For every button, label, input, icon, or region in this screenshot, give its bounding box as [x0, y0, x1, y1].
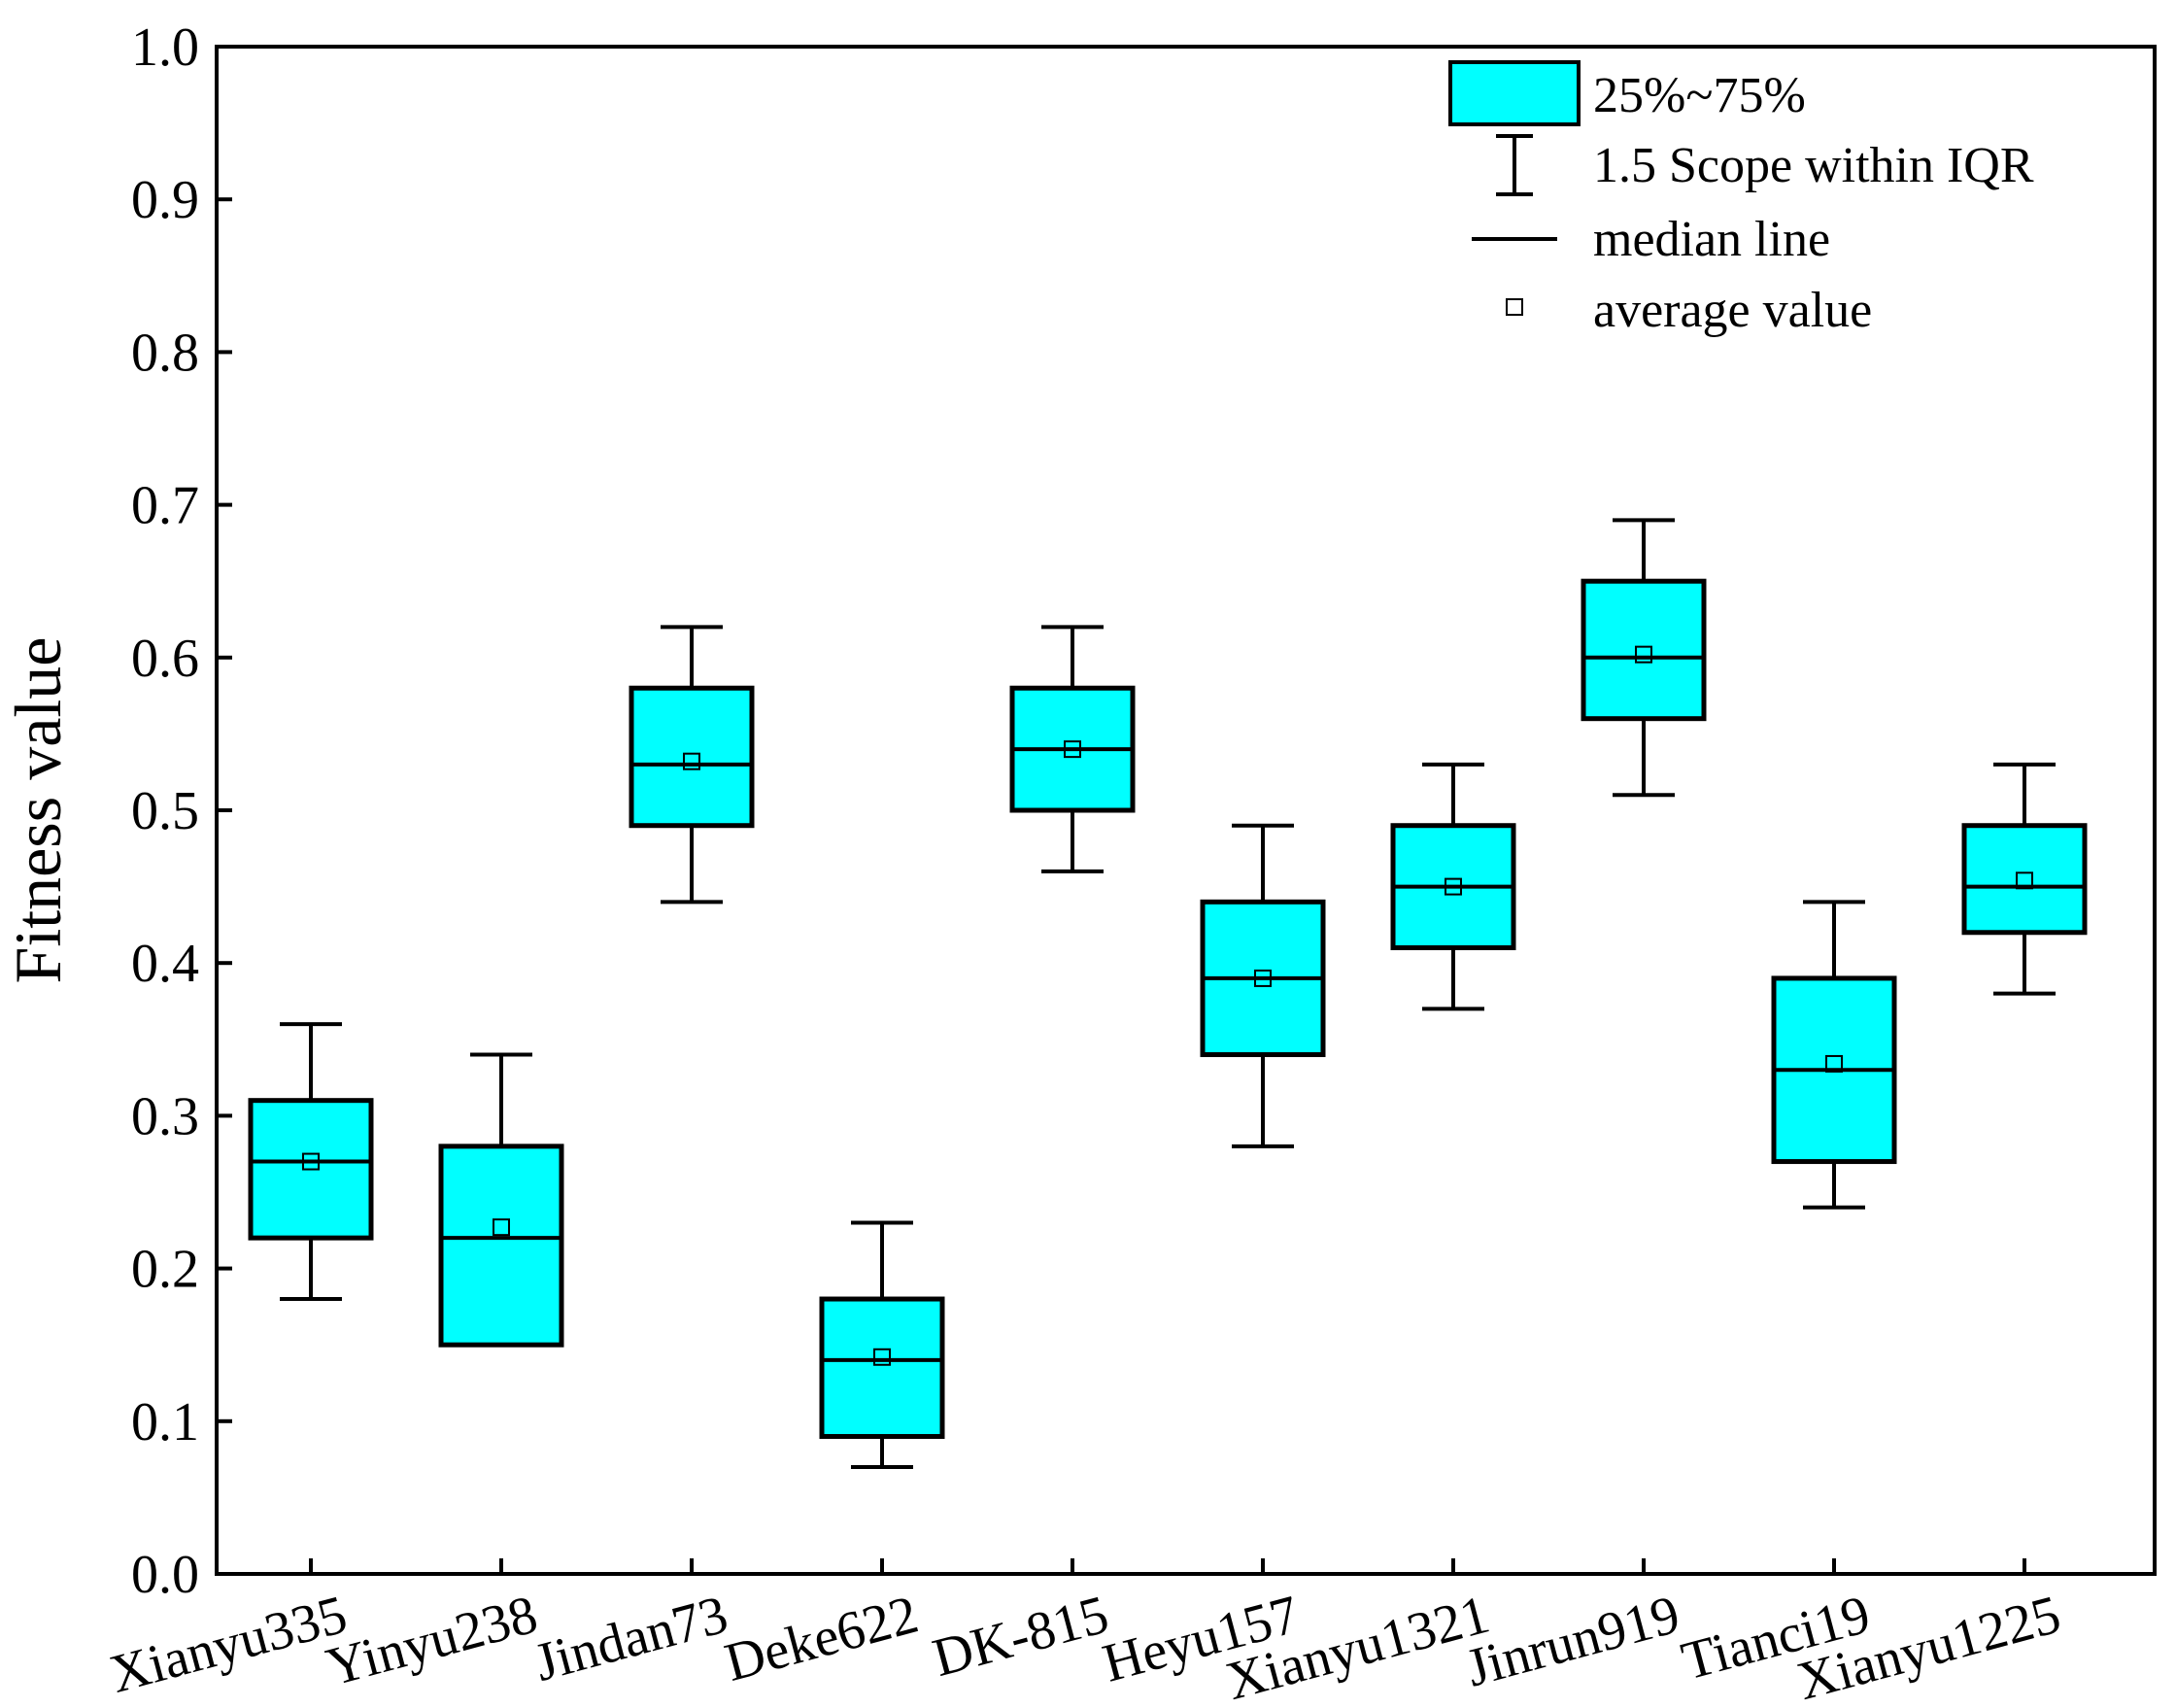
y-tick-label: 0.2	[131, 1240, 199, 1300]
x-tick-label: Jinrun919	[1460, 1585, 1685, 1699]
box-series	[248, 518, 2088, 1469]
box-jindan73	[629, 625, 755, 905]
box-tianci19	[1771, 900, 1897, 1210]
y-tick-label: 0.8	[131, 323, 199, 383]
mean-marker	[1825, 1054, 1843, 1073]
y-tick-label: 0.0	[131, 1545, 199, 1605]
y-axis-title: Fitness value	[1, 637, 75, 984]
mean-marker	[1254, 969, 1272, 987]
legend-label-box: 25%~75%	[1593, 68, 1806, 123]
legend-label-median: median line	[1593, 212, 1830, 267]
box-heyu157	[1200, 823, 1326, 1148]
x-tick-label: Yinyu238	[321, 1585, 543, 1698]
mean-marker	[873, 1348, 891, 1366]
box-xianyu1321	[1390, 762, 1516, 1011]
y-tick-label: 0.7	[131, 476, 199, 536]
mean-marker	[302, 1152, 320, 1171]
y-tick-label: 0.1	[131, 1392, 199, 1452]
box-deke622	[819, 1220, 945, 1469]
mean-marker	[1064, 740, 1081, 759]
legend: 25%~75% 1.5 Scope within IQR median line…	[1448, 60, 2034, 338]
plot-area-frame	[215, 45, 2157, 1576]
y-tick-label: 0.9	[131, 170, 199, 230]
legend-label-whisker: 1.5 Scope within IQR	[1593, 138, 2034, 193]
y-axis-ticks: 0.0 0.1 0.2 0.3 0.4 0.5 0.6 0.7 0.8 0.9 1.0	[131, 17, 232, 1605]
box-yinyu238	[438, 1052, 564, 1348]
mean-marker	[683, 752, 700, 770]
y-tick-label: 0.4	[131, 934, 199, 994]
y-tick-label: 0.5	[131, 781, 199, 841]
iqr-box	[1961, 823, 2088, 936]
box-jinrun919	[1581, 518, 1707, 798]
x-tick-label: Jindan73	[528, 1585, 733, 1693]
box-xianyu335	[248, 1022, 374, 1302]
x-tick-label: Deke622	[719, 1585, 924, 1693]
legend-label-mean: average value	[1593, 283, 1872, 338]
y-tick-label: 0.6	[131, 629, 199, 689]
mean-marker	[1445, 877, 1462, 896]
iqr-box	[438, 1144, 564, 1348]
iqr-box	[819, 1296, 945, 1440]
legend-box-swatch	[1448, 60, 1581, 126]
x-tick-label: DK-815	[927, 1585, 1114, 1689]
mean-marker	[1635, 645, 1652, 664]
mean-marker	[2016, 871, 2033, 890]
y-tick-label: 1.0	[131, 17, 199, 78]
iqr-box	[1581, 578, 1707, 722]
box-xianyu1225	[1961, 762, 2088, 996]
y-tick-label: 0.3	[131, 1086, 199, 1146]
legend-whisker-icon	[1496, 134, 1533, 196]
legend-mean-icon	[1506, 298, 1523, 316]
box-dk-815	[1009, 625, 1136, 873]
mean-marker	[493, 1218, 510, 1237]
iqr-box	[629, 685, 755, 829]
